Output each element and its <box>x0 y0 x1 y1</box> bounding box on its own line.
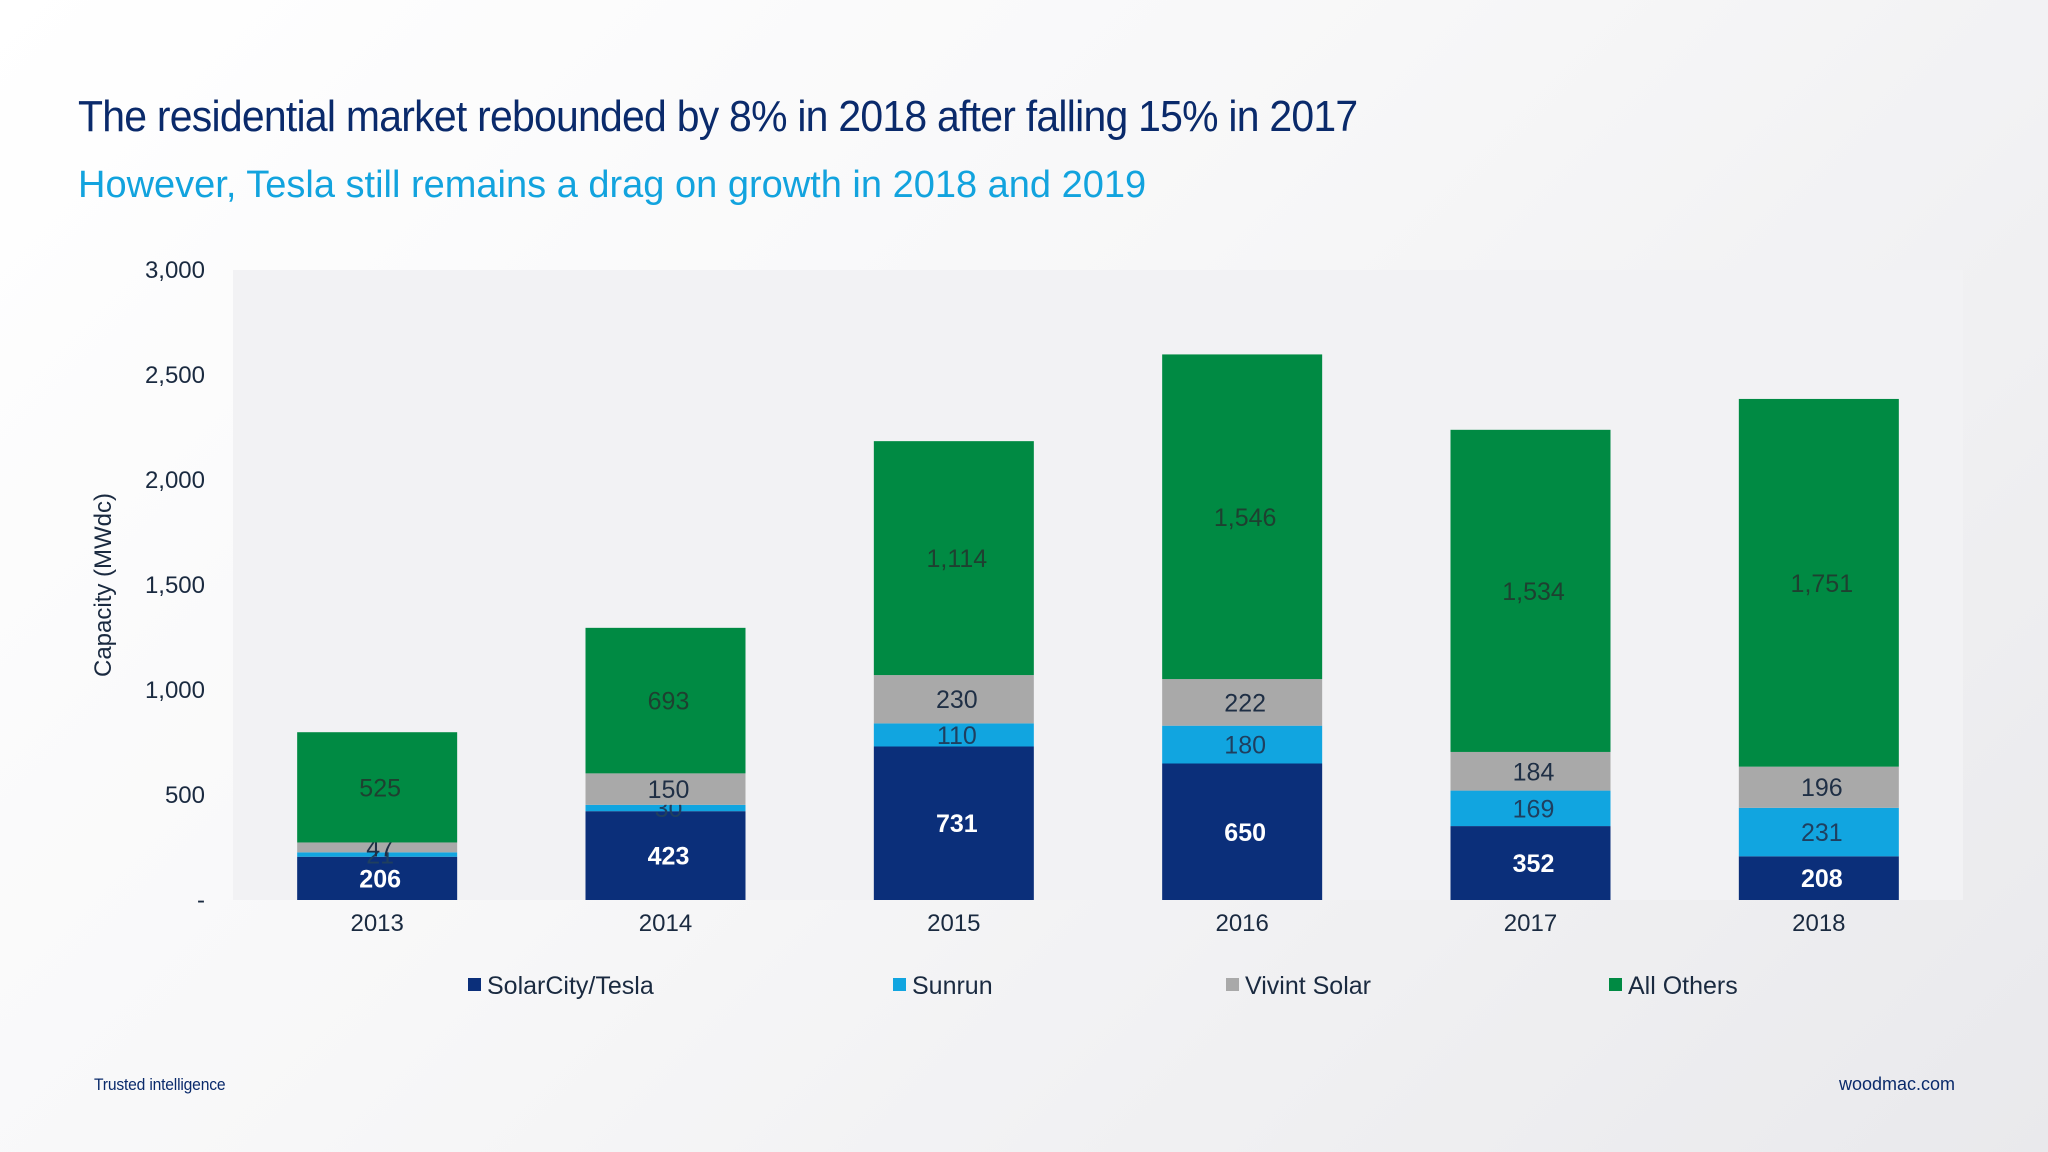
bar-segment-sunrun <box>297 852 458 857</box>
x-tick-label: 2017 <box>1504 910 1557 937</box>
y-tick-label: 3,000 <box>145 257 205 284</box>
bar-segment-sunrun <box>1450 790 1611 827</box>
data-label-all-others: 693 <box>648 688 690 716</box>
bar-segment-solarcity-tesla <box>1162 763 1323 900</box>
legend-label: SolarCity/Tesla <box>487 972 654 1000</box>
x-tick-label: 2014 <box>639 910 692 937</box>
legend-swatch <box>1609 978 1622 991</box>
legend-swatch <box>468 978 481 991</box>
y-tick-label: 500 <box>165 782 205 809</box>
bar-segment-solarcity-tesla <box>585 811 746 900</box>
data-label-sunrun: 169 <box>1513 795 1555 823</box>
data-label-all-others: 1,751 <box>1791 570 1854 598</box>
plot-area <box>233 270 1963 900</box>
bar-stack-2015: 731 110 230 1,114 <box>873 441 1034 900</box>
legend-item-sunrun: Sunrun <box>893 972 993 1000</box>
bar-segment-vivint-solar <box>873 675 1034 724</box>
bar-segment-all-others <box>873 441 1034 676</box>
bar-segment-sunrun <box>873 723 1034 747</box>
slide-subtitle: However, Tesla still remains a drag on g… <box>78 164 1147 206</box>
bar-stack-2018: 208 231 196 1,751 <box>1738 398 1899 900</box>
data-label-all-others: 525 <box>359 774 401 802</box>
y-tick-label: 1,000 <box>145 677 205 704</box>
x-axis: 2013 2014 2015 2016 2017 2018 <box>350 910 1845 937</box>
data-label-vivint-solar: 196 <box>1801 774 1843 802</box>
bar-segment-all-others <box>1738 398 1899 767</box>
data-label-solarcity-tesla: 423 <box>648 843 690 871</box>
data-label-vivint-solar: 222 <box>1224 689 1266 717</box>
bar-segment-all-others <box>585 627 746 774</box>
legend-item-solarcity-tesla: SolarCity/Tesla <box>468 972 654 1000</box>
x-tick-label: 2013 <box>350 910 403 937</box>
data-label-vivint-solar: 230 <box>936 686 978 714</box>
data-label-solarcity-tesla: 208 <box>1801 865 1843 893</box>
data-label-vivint-solar: 150 <box>648 776 690 804</box>
bar-segment-solarcity-tesla <box>1450 826 1611 900</box>
y-tick-label: 1,500 <box>145 572 205 599</box>
legend-swatch <box>1226 978 1239 991</box>
data-label-all-others: 1,534 <box>1502 578 1565 606</box>
bar-segment-vivint-solar <box>297 842 458 853</box>
bar-segment-vivint-solar <box>585 773 746 805</box>
y-axis-title: Capacity (MWdc) <box>90 493 117 677</box>
x-tick-label: 2015 <box>927 910 980 937</box>
y-tick-label: 2,000 <box>145 467 205 494</box>
legend-swatch <box>893 978 906 991</box>
legend-item-all-others: All Others <box>1609 972 1738 1000</box>
y-tick-label: 2,500 <box>145 362 205 389</box>
legend-item-vivint-solar: Vivint Solar <box>1226 972 1371 1000</box>
x-tick-label: 2018 <box>1792 910 1845 937</box>
bar-segment-vivint-solar <box>1162 679 1323 726</box>
legend-label: Sunrun <box>912 972 993 1000</box>
legend-label: Vivint Solar <box>1245 972 1371 1000</box>
legend: SolarCity/Tesla Sunrun Vivint Solar All Oth… <box>468 972 1738 1000</box>
footer-website: woodmac.com <box>1838 1074 1955 1094</box>
slide-title: The residential market rebounded by 8% i… <box>78 92 1358 141</box>
bar-segment-sunrun <box>1162 725 1323 764</box>
bar-segment-solarcity-tesla <box>1738 856 1899 900</box>
bar-segment-all-others <box>297 732 458 843</box>
data-label-all-others: 1,546 <box>1214 504 1277 532</box>
footer-tagline: Trusted intelligence <box>94 1075 226 1094</box>
y-axis: - 500 1,000 1,500 2,000 2,500 3,000 <box>145 257 205 914</box>
bar-stack-2016: 650 180 222 1,546 <box>1162 354 1323 900</box>
data-label-solarcity-tesla: 352 <box>1513 850 1555 878</box>
bar-segment-vivint-solar <box>1450 751 1611 791</box>
bar-segment-all-others <box>1162 354 1323 680</box>
bars: 2062147525423301506937311102301,11465018… <box>297 354 1899 900</box>
data-label-all-others: 1,114 <box>926 545 987 573</box>
bar-segment-sunrun <box>1738 807 1899 857</box>
data-label-solarcity-tesla: 206 <box>359 865 401 893</box>
bar-segment-all-others <box>1450 429 1611 752</box>
bar-segment-solarcity-tesla <box>873 746 1034 900</box>
bar-segment-sunrun <box>585 804 746 812</box>
data-label-sunrun: 180 <box>1224 732 1266 760</box>
bar-stack-2017: 352 169 184 1,534 <box>1450 429 1611 900</box>
data-label-sunrun: 231 <box>1801 819 1843 847</box>
data-label-solarcity-tesla: 731 <box>936 810 978 838</box>
data-label-solarcity-tesla: 650 <box>1224 819 1266 847</box>
legend-label: All Others <box>1628 972 1738 1000</box>
bar-segment-solarcity-tesla <box>297 856 458 900</box>
x-tick-label: 2016 <box>1215 910 1268 937</box>
y-tick-label: - <box>197 887 205 914</box>
data-label-sunrun: 110 <box>937 722 977 750</box>
bar-segment-vivint-solar <box>1738 766 1899 808</box>
data-label-vivint-solar: 184 <box>1513 758 1555 786</box>
